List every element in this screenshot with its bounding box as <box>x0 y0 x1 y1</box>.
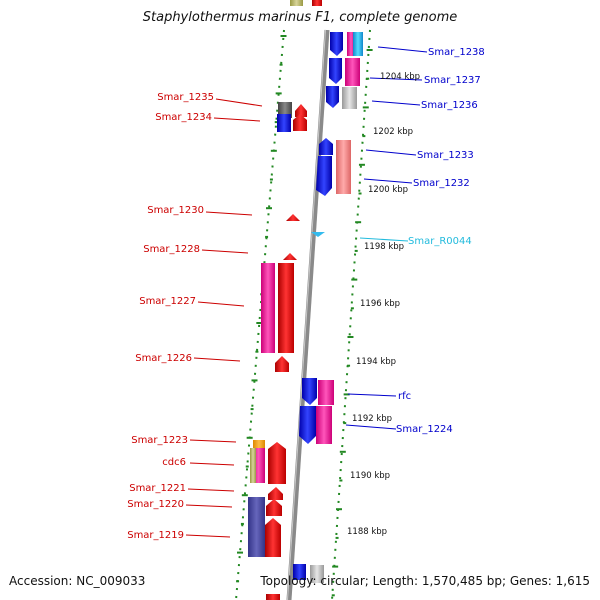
gene-smar-1234-red <box>293 114 307 131</box>
right-gene-labels[interactable]: Smar_1238 Smar_1237 Smar_1236 Smar_1233 … <box>396 47 485 435</box>
right-dotted-border <box>331 29 371 600</box>
gene-smar-1238-cyan <box>353 32 363 56</box>
gene-smar-1227-pink <box>261 263 275 353</box>
kbp-label-1202: 1202 kbp <box>373 127 413 137</box>
kbp-label-1192: 1192 kbp <box>352 414 392 424</box>
gene-smar-1224-blue <box>299 406 316 444</box>
label-smar-1236: Smar_1236 <box>421 100 478 111</box>
label-smar-1219: Smar_1219 <box>127 530 184 541</box>
gene-smar-r0044-cyan <box>311 232 325 237</box>
label-smar-1234: Smar_1234 <box>155 112 212 123</box>
kbp-label-1194: 1194 kbp <box>356 357 396 367</box>
gene-smar-1223-olive <box>250 448 256 483</box>
left-leader-lines <box>185 98 263 538</box>
gene-smar-1223-orange <box>253 440 265 448</box>
gene-smar-1234-blue <box>277 114 291 132</box>
label-smar-1228: Smar_1228 <box>143 244 200 255</box>
gene-smar-1221-red <box>268 487 283 500</box>
gene-smar-1232-blue <box>316 156 332 196</box>
kbp-scale-labels: 1204 kbp 1202 kbp 1200 kbp 1198 kbp 1196… <box>347 72 420 537</box>
gene-smar-1230-red <box>286 214 300 221</box>
label-smar-1224: Smar_1224 <box>396 424 453 435</box>
gene-top-red <box>312 0 322 6</box>
kbp-label-1196: 1196 kbp <box>360 299 400 309</box>
accession-text: Accession: NC_009033 <box>9 574 146 588</box>
gene-smar-1232-salmon <box>336 140 351 194</box>
gene-smar-1237-pink <box>345 58 360 86</box>
label-smar-1237: Smar_1237 <box>424 75 481 86</box>
gene-smar-1238-pink <box>347 32 355 56</box>
gene-bottom-blue <box>293 564 306 580</box>
gene-smar-1237-blue <box>329 58 342 84</box>
label-smar-1227: Smar_1227 <box>139 296 196 307</box>
label-rfc: rfc <box>398 391 411 402</box>
label-smar-1232: Smar_1232 <box>413 178 470 189</box>
gene-smar-1236-grey <box>342 87 357 109</box>
gene-features[interactable] <box>248 0 363 600</box>
label-smar-1220: Smar_1220 <box>127 499 184 510</box>
kbp-label-1188: 1188 kbp <box>347 527 387 537</box>
label-smar-1238: Smar_1238 <box>428 47 485 58</box>
scale-ticks <box>236 35 373 597</box>
label-smar-1226: Smar_1226 <box>135 353 192 364</box>
label-cdc6: cdc6 <box>162 457 186 468</box>
gene-bottom-grey <box>310 565 324 583</box>
gene-smar-1220-red <box>266 499 282 516</box>
label-smar-1235: Smar_1235 <box>157 92 214 103</box>
left-gene-labels[interactable]: Smar_1235 Smar_1234 Smar_1230 Smar_1228 … <box>127 92 214 541</box>
gene-smar-1220-purple <box>248 497 265 557</box>
gene-rfc-blue-top <box>302 378 317 405</box>
gene-smar-1224-pink <box>316 406 332 444</box>
label-smar-r0044: Smar_R0044 <box>408 236 472 247</box>
gene-smar-1226-red <box>275 356 289 372</box>
label-smar-1221: Smar_1221 <box>129 483 186 494</box>
backbone-highlight <box>287 29 326 600</box>
rna-leader-line <box>359 237 409 242</box>
gene-rfc-pink <box>318 380 334 405</box>
gene-smar-1219-red <box>265 518 281 557</box>
gene-smar-1228-red <box>283 253 297 260</box>
map-title: Staphylothermus marinus F1, complete gen… <box>142 10 458 25</box>
gene-smar-1233-blue <box>319 138 333 155</box>
label-smar-1233: Smar_1233 <box>417 150 474 161</box>
kbp-label-1198: 1198 kbp <box>364 242 404 252</box>
genome-backbone <box>286 29 330 600</box>
gene-smar-1238-blue <box>330 32 343 56</box>
gene-top-olive <box>290 0 303 6</box>
kbp-label-1200: 1200 kbp <box>368 185 408 195</box>
gene-smar-1235-red <box>295 104 307 117</box>
gene-smar-1227-red <box>278 263 294 353</box>
gene-smar-1236-blue <box>326 86 339 108</box>
right-leader-lines <box>345 46 428 430</box>
label-smar-1223: Smar_1223 <box>131 435 188 446</box>
gene-cdc6-red <box>268 442 286 484</box>
topology-text: Topology: circular; Length: 1,570,485 bp… <box>260 574 590 588</box>
label-smar-1230: Smar_1230 <box>147 205 204 216</box>
gene-bottom-red <box>266 594 280 600</box>
kbp-label-1204: 1204 kbp <box>380 72 420 82</box>
kbp-label-1190: 1190 kbp <box>350 471 390 481</box>
